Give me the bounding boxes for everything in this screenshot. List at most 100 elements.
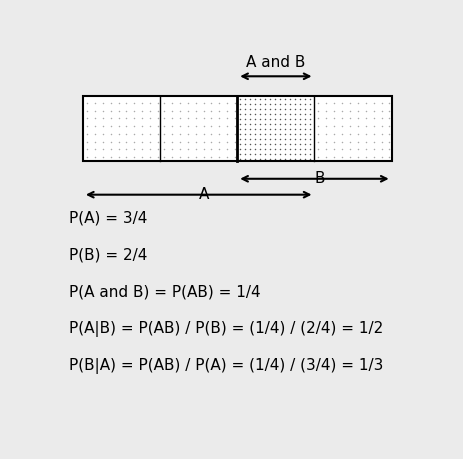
Text: P(B|A) = P(AB) / P(A) = (1/4) / (3/4) = 1/3: P(B|A) = P(AB) / P(A) = (1/4) / (3/4) = …	[69, 358, 383, 374]
Point	[296, 155, 304, 162]
Point	[83, 123, 91, 130]
Point	[107, 123, 114, 130]
Point	[378, 123, 385, 130]
Point	[286, 95, 294, 103]
Point	[271, 120, 279, 128]
Point	[241, 155, 249, 162]
Point	[261, 155, 269, 162]
Point	[266, 111, 274, 118]
Point	[168, 138, 175, 146]
Point	[131, 130, 138, 138]
Point	[99, 138, 106, 146]
Point	[232, 123, 239, 130]
Point	[146, 138, 154, 146]
Point	[256, 115, 263, 123]
Point	[307, 120, 314, 128]
Point	[160, 146, 168, 153]
Point	[123, 146, 130, 153]
Point	[123, 130, 130, 138]
Point	[346, 130, 354, 138]
Point	[266, 145, 274, 152]
Point	[251, 140, 258, 147]
Point	[115, 138, 122, 146]
Point	[160, 123, 168, 130]
Point	[138, 130, 146, 138]
Point	[296, 111, 304, 118]
Point	[315, 154, 322, 161]
Point	[224, 154, 231, 161]
Point	[246, 150, 254, 157]
Point	[362, 107, 369, 114]
Point	[107, 130, 114, 138]
Text: A: A	[199, 187, 209, 202]
Point	[232, 99, 239, 106]
Point	[301, 130, 309, 138]
Point	[208, 123, 215, 130]
Point	[208, 146, 215, 153]
Point	[131, 99, 138, 106]
Point	[251, 95, 258, 103]
Point	[232, 154, 239, 161]
Point	[276, 130, 284, 138]
Point	[184, 99, 192, 106]
Point	[386, 130, 393, 138]
Point	[251, 130, 258, 138]
Point	[291, 140, 299, 147]
Point	[307, 95, 314, 103]
Point	[331, 107, 338, 114]
Point	[236, 145, 244, 152]
Point	[331, 154, 338, 161]
Point	[338, 99, 346, 106]
Point	[323, 115, 330, 122]
Point	[261, 145, 269, 152]
Point	[208, 115, 215, 122]
Point	[261, 101, 269, 108]
Point	[131, 146, 138, 153]
Point	[216, 154, 223, 161]
Point	[241, 120, 249, 128]
Point	[200, 123, 207, 130]
Point	[296, 150, 304, 157]
Point	[261, 115, 269, 123]
Point	[91, 130, 99, 138]
Point	[236, 115, 244, 123]
Point	[338, 123, 346, 130]
Point	[251, 111, 258, 118]
Text: A and B: A and B	[246, 55, 306, 70]
Point	[236, 120, 244, 128]
Point	[138, 123, 146, 130]
Point	[83, 138, 91, 146]
Point	[168, 123, 175, 130]
Point	[266, 135, 274, 142]
Point	[301, 95, 309, 103]
Point	[307, 150, 314, 157]
Point	[296, 140, 304, 147]
Point	[184, 146, 192, 153]
Point	[91, 138, 99, 146]
Point	[276, 150, 284, 157]
Point	[282, 95, 289, 103]
Point	[266, 130, 274, 138]
Point	[301, 140, 309, 147]
Point	[291, 130, 299, 138]
Point	[232, 146, 239, 153]
Point	[256, 135, 263, 142]
Point	[91, 154, 99, 161]
Point	[123, 107, 130, 114]
Point	[291, 106, 299, 113]
Point	[176, 154, 184, 161]
Point	[362, 115, 369, 122]
Point	[291, 135, 299, 142]
Text: P(A|B) = P(AB) / P(B) = (1/4) / (2/4) = 1/2: P(A|B) = P(AB) / P(B) = (1/4) / (2/4) = …	[69, 321, 383, 337]
Point	[301, 155, 309, 162]
Point	[271, 101, 279, 108]
Point	[286, 111, 294, 118]
Point	[246, 135, 254, 142]
Point	[276, 106, 284, 113]
Point	[291, 120, 299, 128]
Point	[301, 106, 309, 113]
Point	[266, 106, 274, 113]
Point	[83, 115, 91, 122]
Point	[232, 115, 239, 122]
Point	[192, 146, 200, 153]
